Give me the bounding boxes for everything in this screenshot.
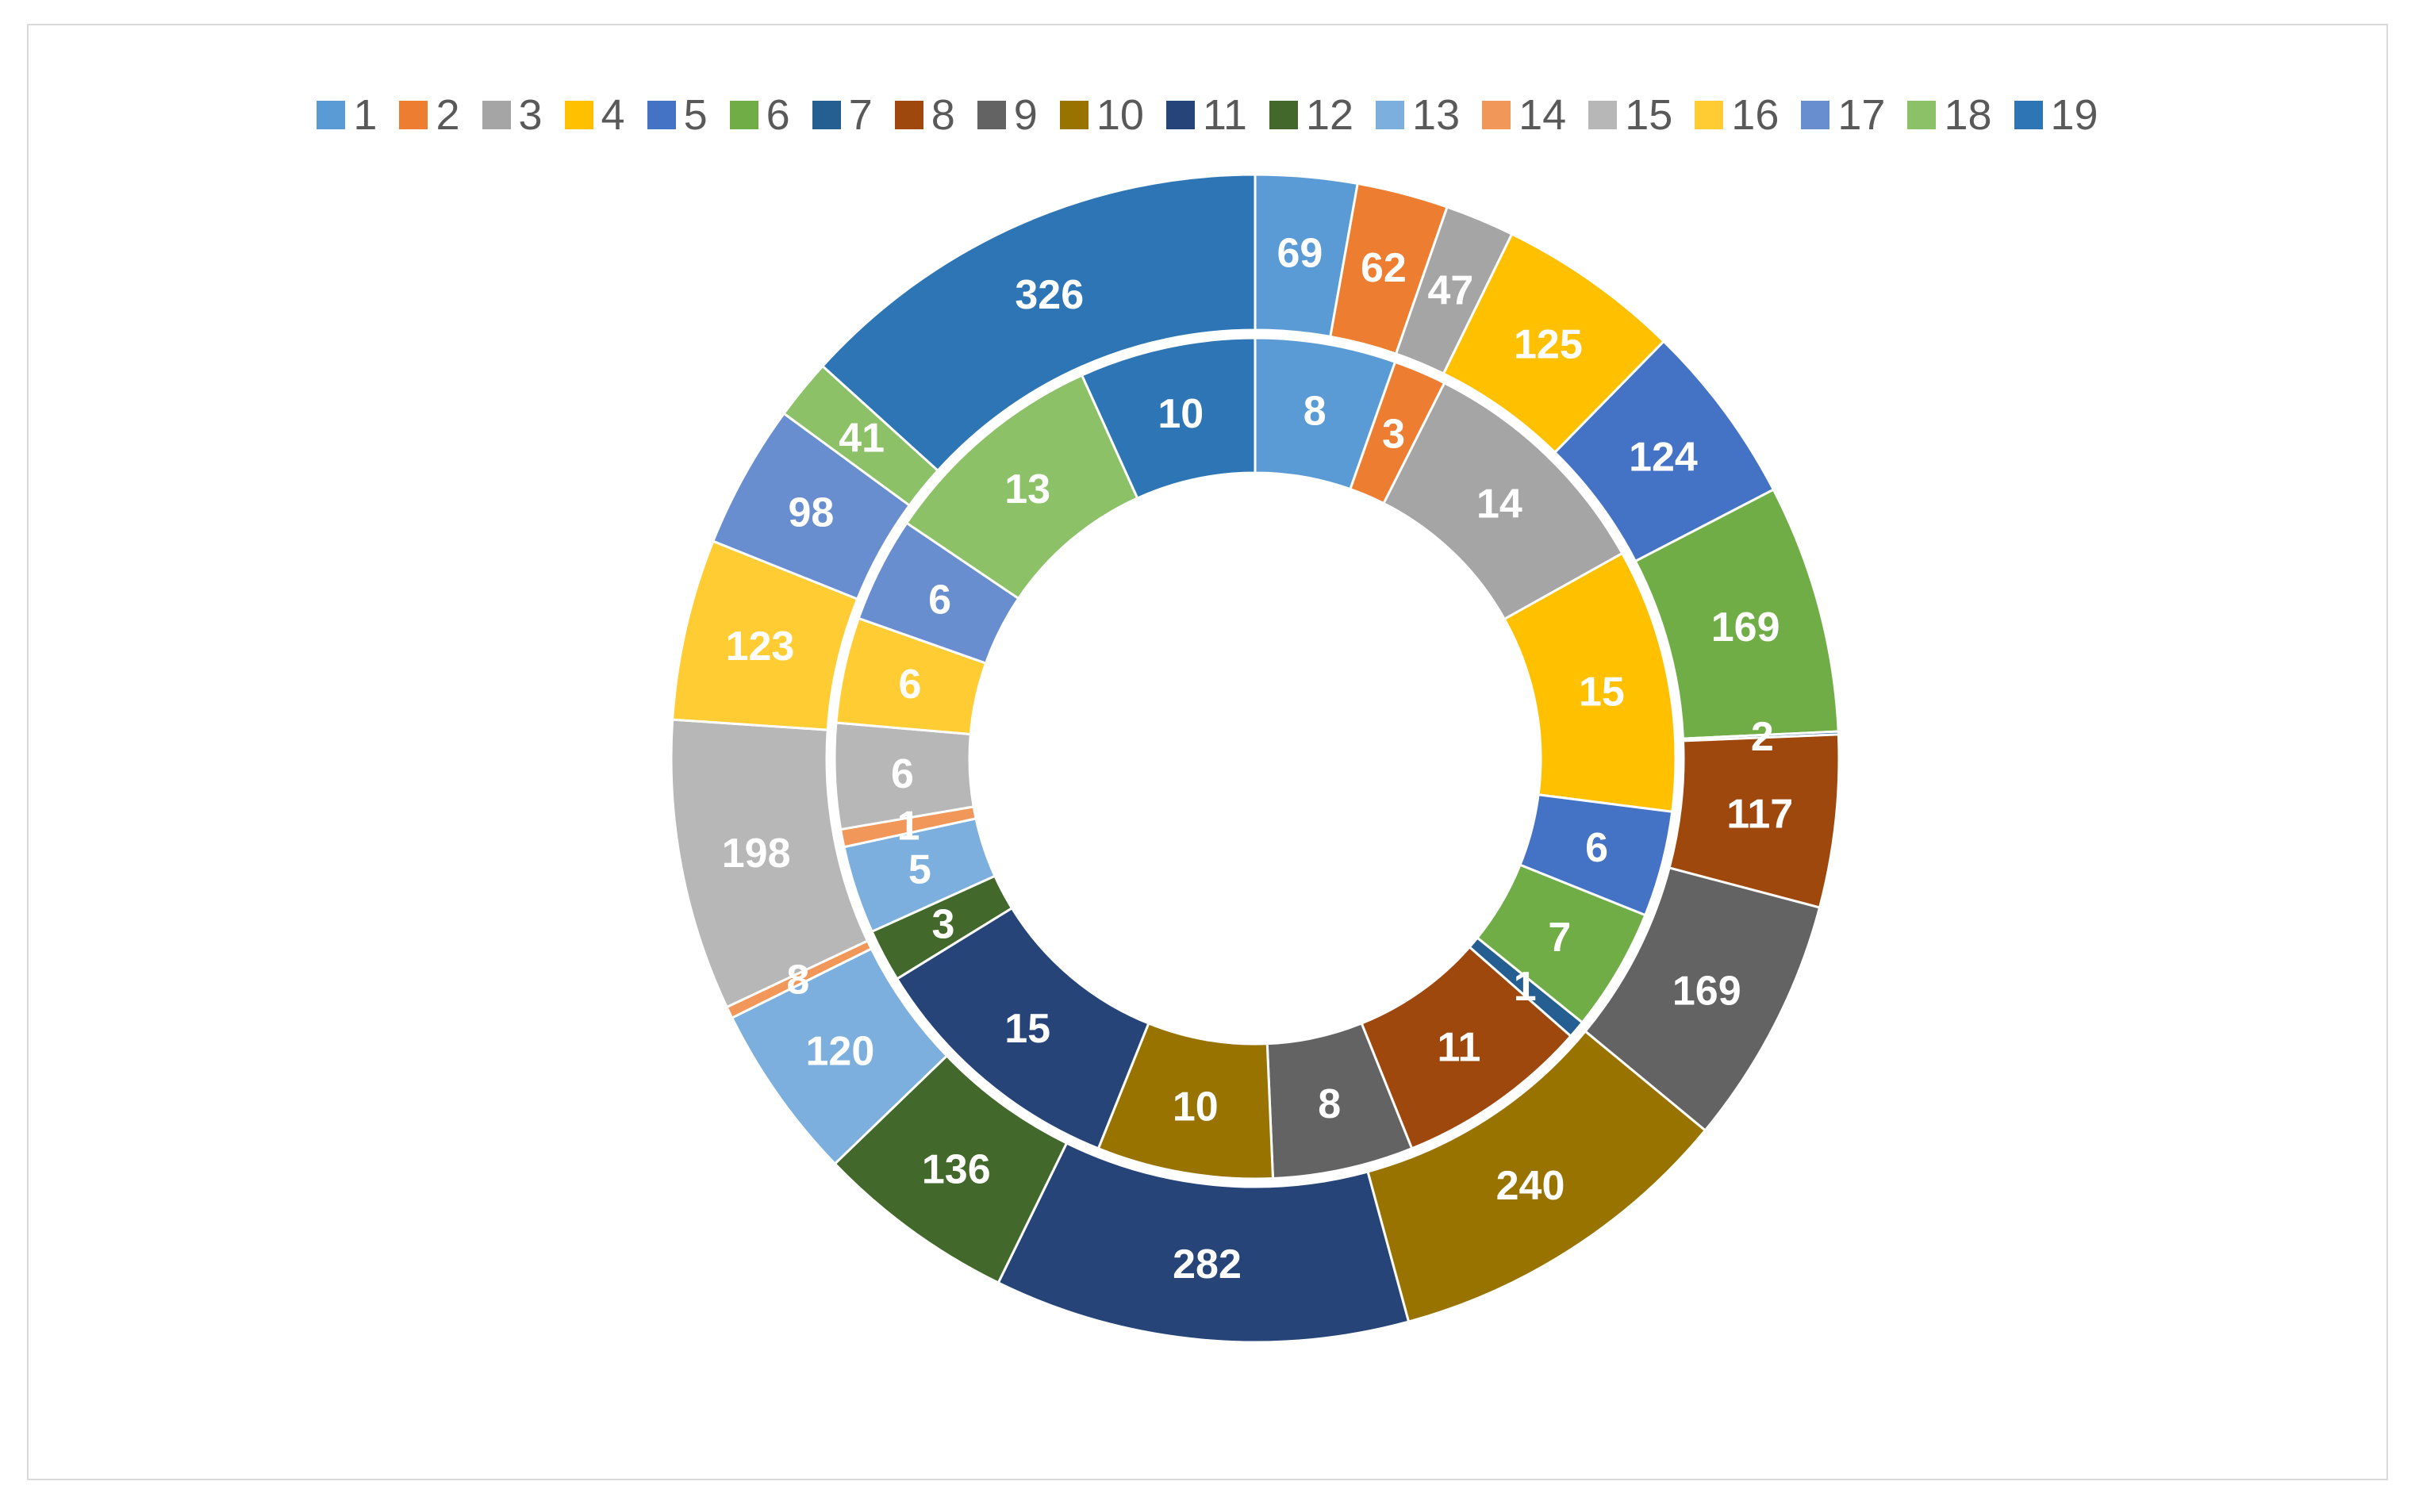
legend-label: 15 bbox=[1625, 91, 1673, 139]
outer-ring-data-label: 62 bbox=[1361, 245, 1407, 291]
inner-ring-data-label: 8 bbox=[1303, 388, 1327, 434]
legend-item: 7 bbox=[812, 90, 873, 140]
legend-swatch bbox=[647, 101, 676, 129]
legend-swatch bbox=[1482, 101, 1511, 129]
legend-swatch bbox=[2014, 101, 2043, 129]
legend-item: 12 bbox=[1269, 90, 1353, 140]
legend-swatch bbox=[1269, 101, 1298, 129]
legend-label: 14 bbox=[1518, 91, 1567, 139]
outer-ring-data-label: 125 bbox=[1514, 321, 1583, 367]
inner-ring-data-label: 6 bbox=[1585, 825, 1608, 871]
legend-label: 3 bbox=[518, 91, 543, 139]
outer-ring-data-label: 41 bbox=[839, 415, 885, 461]
inner-ring-data-label: 11 bbox=[1437, 1024, 1480, 1070]
legend-label: 19 bbox=[2050, 91, 2098, 139]
legend-label: 16 bbox=[1731, 91, 1780, 139]
legend-item: 19 bbox=[2014, 90, 2098, 140]
outer-ring-data-label: 8 bbox=[786, 957, 809, 1004]
legend-item: 13 bbox=[1376, 90, 1460, 140]
outer-ring-data-label: 47 bbox=[1428, 267, 1474, 313]
inner-ring-data-label: 5 bbox=[908, 846, 931, 892]
outer-ring-data-label: 69 bbox=[1277, 230, 1323, 276]
outer-ring-data-label: 2 bbox=[1751, 714, 1774, 760]
outer-ring-data-label: 169 bbox=[1672, 968, 1741, 1014]
inner-ring-data-label: 6 bbox=[891, 751, 914, 797]
outer-ring-data-label: 98 bbox=[788, 489, 834, 535]
legend-label: 8 bbox=[931, 91, 955, 139]
outer-ring-data-label: 169 bbox=[1711, 604, 1780, 650]
legend-swatch bbox=[482, 101, 511, 129]
inner-ring-data-label: 8 bbox=[1318, 1081, 1341, 1127]
legend-item: 6 bbox=[729, 90, 790, 140]
legend-label: 5 bbox=[683, 91, 708, 139]
legend-label: 12 bbox=[1305, 91, 1354, 139]
inner-ring-data-label: 1 bbox=[897, 803, 920, 849]
legend-item: 1 bbox=[317, 90, 377, 140]
inner-ring-data-label: 6 bbox=[899, 662, 922, 708]
inner-ring-data-label: 15 bbox=[1579, 670, 1625, 716]
legend-label: 13 bbox=[1412, 91, 1461, 139]
outer-ring-data-label: 198 bbox=[722, 831, 791, 877]
legend-swatch bbox=[1907, 101, 1937, 129]
outer-ring-segment bbox=[820, 173, 1257, 473]
legend-label: 11 bbox=[1202, 91, 1247, 139]
inner-ring-data-label: 3 bbox=[1382, 412, 1405, 458]
legend: 1 2 3 4 5 6 7 8 9 10 11 12 13 14 15 16 17 18 19 bbox=[29, 87, 2386, 143]
outer-ring-data-label: 117 bbox=[1726, 791, 1793, 837]
outer-ring-data-label: 124 bbox=[1629, 434, 1698, 480]
inner-ring-data-label: 10 bbox=[1158, 391, 1204, 437]
legend-swatch bbox=[1801, 101, 1830, 129]
inner-ring-data-label: 7 bbox=[1548, 915, 1571, 961]
inner-ring-data-label: 10 bbox=[1173, 1084, 1219, 1130]
inner-ring-segment bbox=[1080, 336, 1257, 500]
legend-swatch bbox=[1165, 101, 1195, 129]
legend-label: 6 bbox=[766, 91, 790, 139]
inner-ring-data-label: 14 bbox=[1476, 482, 1522, 528]
legend-swatch bbox=[1059, 101, 1088, 129]
legend-item: 17 bbox=[1801, 90, 1885, 140]
legend-item: 18 bbox=[1907, 90, 1992, 140]
inner-ring-data-label: 6 bbox=[928, 578, 951, 624]
legend-label: 17 bbox=[1837, 91, 1886, 139]
legend-item: 3 bbox=[482, 90, 543, 140]
legend-label: 2 bbox=[436, 91, 460, 139]
legend-item: 15 bbox=[1588, 90, 1672, 140]
legend-label: 7 bbox=[848, 91, 873, 139]
legend-swatch bbox=[729, 101, 758, 129]
legend-swatch bbox=[894, 101, 923, 129]
outer-ring-data-label: 136 bbox=[922, 1146, 991, 1192]
legend-item: 9 bbox=[977, 90, 1038, 140]
outer-ring-data-label: 120 bbox=[806, 1029, 875, 1075]
legend-swatch bbox=[1376, 101, 1405, 129]
legend-item: 5 bbox=[647, 90, 708, 140]
outer-ring-data-label: 123 bbox=[726, 624, 795, 670]
legend-swatch bbox=[564, 101, 593, 129]
legend-swatch bbox=[1695, 101, 1724, 129]
inner-ring-data-label: 3 bbox=[932, 902, 955, 948]
outer-ring-data-label: 326 bbox=[1015, 272, 1084, 318]
outer-ring-data-label: 240 bbox=[1496, 1163, 1565, 1209]
legend-item: 8 bbox=[894, 90, 955, 140]
legend-label: 1 bbox=[353, 91, 378, 139]
legend-item: 4 bbox=[564, 90, 625, 140]
legend-label: 9 bbox=[1013, 91, 1038, 139]
legend-item: 10 bbox=[1059, 90, 1144, 140]
legend-label: 4 bbox=[601, 91, 625, 139]
legend-item: 14 bbox=[1482, 90, 1566, 140]
legend-swatch bbox=[399, 101, 428, 129]
legend-item: 16 bbox=[1695, 90, 1779, 140]
legend-label: 18 bbox=[1944, 91, 1992, 139]
legend-swatch bbox=[812, 101, 841, 129]
inner-ring-data-label: 15 bbox=[1004, 1006, 1050, 1052]
inner-ring-data-label: 1 bbox=[1514, 964, 1537, 1010]
legend-item: 11 bbox=[1165, 90, 1247, 140]
legend-swatch bbox=[977, 101, 1006, 129]
outer-ring-data-label: 282 bbox=[1173, 1241, 1242, 1288]
inner-ring-data-label: 13 bbox=[1004, 466, 1050, 512]
legend-swatch bbox=[1588, 101, 1618, 129]
legend-swatch bbox=[317, 101, 346, 129]
legend-item: 2 bbox=[399, 90, 460, 140]
legend-label: 10 bbox=[1096, 91, 1144, 139]
